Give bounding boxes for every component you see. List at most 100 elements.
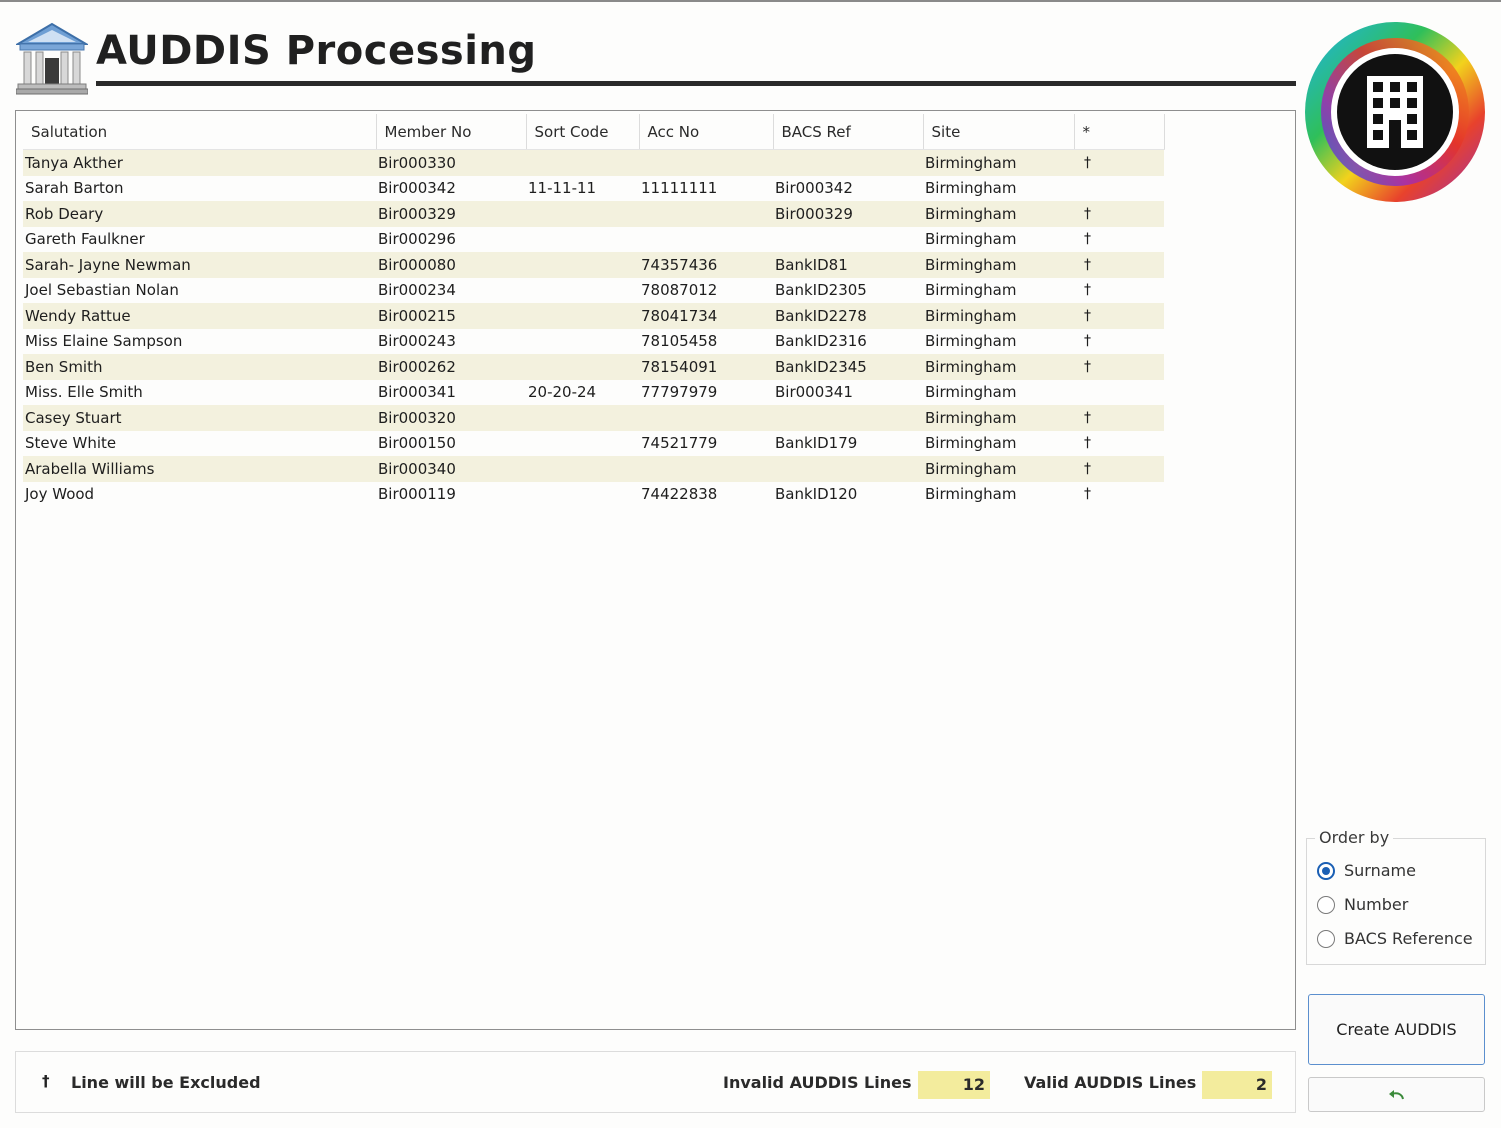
cell-salutation: Miss. Elle Smith [25,383,143,402]
cell-exclude-marker: † [1074,303,1164,329]
cell-member-no: Bir000341 [378,383,456,402]
table-row[interactable]: Gareth Faulkner Bir000296 Birmingham † [23,227,1164,253]
cell-site: Birmingham [925,230,1017,249]
table-row[interactable]: Wendy Rattue Bir000215 78041734 BankID2278 B… [23,303,1164,329]
cell-sort-code [526,482,639,508]
cell-sort-code [526,431,639,457]
cell-exclude-marker: † [1074,252,1164,278]
column-header-exclude-marker[interactable]: * [1074,114,1165,150]
cell-salutation: Ben Smith [23,354,376,380]
table-row[interactable]: Joel Sebastian Nolan Bir000234 78087012 Ban… [23,278,1164,304]
cell-site: Birmingham [923,201,1074,227]
cell-member-no: Bir000329 [376,201,526,227]
cell-acc-no: 77797979 [641,383,718,402]
cell-bacs-ref [773,456,923,482]
cell-acc-no: 74521779 [641,434,718,453]
cell-exclude-marker: † [1084,435,1091,452]
excluded-legend: Line will be Excluded [71,1073,261,1092]
members-table: Salutation Member No Sort Code Acc No BACS R… [23,114,1165,507]
table-row[interactable]: Miss Elaine Sampson Bir000243 78105458 Bank… [23,329,1164,355]
surname-label: Surname [1344,861,1416,880]
cell-exclude-marker: † [1074,149,1164,176]
number-radio[interactable] [1317,895,1335,914]
cell-site: Birmingham [925,332,1017,351]
cell-bacs-ref [773,405,923,431]
cell-member-no: Bir000342 [378,179,456,198]
cell-exclude-marker: † [1074,354,1164,380]
bacs-reference-radio[interactable] [1317,929,1335,948]
valid-lines-label: Valid AUDDIS Lines [1024,1073,1197,1092]
cell-member-no: Bir000234 [378,281,456,300]
cell-acc-no: 78041734 [639,303,773,329]
cell-acc-no: 11111111 [641,179,718,198]
cell-salutation: Gareth Faulkner [25,230,145,249]
cell-exclude-marker: † [1074,201,1164,227]
table-row[interactable]: Tanya Akther Bir000330 Birmingham † [23,149,1164,176]
members-grid[interactable]: Salutation Member No Sort Code Acc No BACS R… [15,110,1296,1030]
column-header-sort-code[interactable]: Sort Code [526,114,640,150]
table-row[interactable]: Sarah Barton Bir000342 11-11-11 11111111 Bir… [23,176,1164,202]
table-row[interactable]: Sarah- Jayne Newman Bir000080 74357436 Bank… [23,252,1164,278]
cell-site: Birmingham [923,354,1074,380]
table-row[interactable]: Arabella Williams Bir000340 Birmingham † [23,456,1164,482]
table-row[interactable]: Ben Smith Bir000262 78154091 BankID2345 Birm… [23,354,1164,380]
cell-site: Birmingham [925,485,1017,504]
cell-salutation: Casey Stuart [23,405,376,431]
cell-site: Birmingham [925,383,1017,402]
cell-sort-code [526,278,639,304]
number-label: Number [1344,895,1409,914]
cell-site: Birmingham [923,303,1074,329]
table-row[interactable]: Steve White Bir000150 74521779 BankID179 Bir… [23,431,1164,457]
column-header-salutation[interactable]: Salutation [23,114,377,150]
cell-member-no: Bir000119 [378,485,456,504]
table-row[interactable]: Joy Wood Bir000119 74422838 BankID120 Birmin… [23,482,1164,508]
cell-site: Birmingham [923,252,1074,278]
table-row[interactable]: Miss. Elle Smith Bir000341 20-20-24 7779797… [23,380,1164,406]
column-header-bacs-ref[interactable]: BACS Ref [773,114,924,150]
column-header-member-no[interactable]: Member No [376,114,527,150]
cell-member-no: Bir000150 [378,434,456,453]
cell-bacs-ref: BankID2278 [773,303,923,329]
order-by-surname-option[interactable]: Surname [1317,861,1416,880]
cell-exclude-marker: † [1074,405,1164,431]
cell-sort-code [526,329,639,355]
cell-member-no: Bir000296 [378,230,456,249]
cell-salutation: Rob Deary [23,201,376,227]
cell-member-no: Bir000080 [376,252,526,278]
cell-acc-no: 74357436 [639,252,773,278]
surname-radio[interactable] [1317,861,1335,880]
column-header-acc-no[interactable]: Acc No [639,114,774,150]
undo-button[interactable] [1308,1077,1485,1112]
cell-member-no: Bir000340 [376,456,526,482]
title-underline [96,81,1296,86]
column-header-site[interactable]: Site [923,114,1075,150]
cell-member-no: Bir000330 [376,149,526,176]
grid-header-row: Salutation Member No Sort Code Acc No BACS R… [23,114,1165,150]
cell-site: Birmingham [923,456,1074,482]
cell-bacs-ref: Bir000329 [773,201,923,227]
cell-bacs-ref: Bir000341 [775,383,853,402]
cell-bacs-ref: BankID2305 [775,281,867,300]
table-row[interactable]: Casey Stuart Bir000320 Birmingham † [23,405,1164,431]
order-by-number-option[interactable]: Number [1317,895,1408,914]
cell-sort-code [526,227,639,253]
cell-exclude-marker [1074,176,1164,202]
create-auddis-button[interactable]: Create AUDDIS [1308,994,1485,1065]
cell-bacs-ref [773,149,923,176]
cell-bacs-ref: BankID179 [775,434,858,453]
cell-acc-no: 74422838 [641,485,718,504]
cell-bacs-ref: Bir000342 [775,179,853,198]
cell-site: Birmingham [923,405,1074,431]
cell-member-no: Bir000320 [376,405,526,431]
cell-acc-no [639,149,773,176]
cell-sort-code: 11-11-11 [528,179,597,198]
cell-exclude-marker: † [1074,456,1164,482]
table-row[interactable]: Rob Deary Bir000329 Bir000329 Birmingham † [23,201,1164,227]
cell-acc-no: 78087012 [641,281,718,300]
cell-salutation: Miss Elaine Sampson [25,332,183,351]
order-by-bacs-reference-option[interactable]: BACS Reference [1317,929,1473,948]
cell-sort-code: 20-20-24 [528,383,597,402]
cell-exclude-marker: † [1084,231,1091,248]
cell-salutation: Tanya Akther [23,149,376,176]
cell-sort-code [526,149,639,176]
